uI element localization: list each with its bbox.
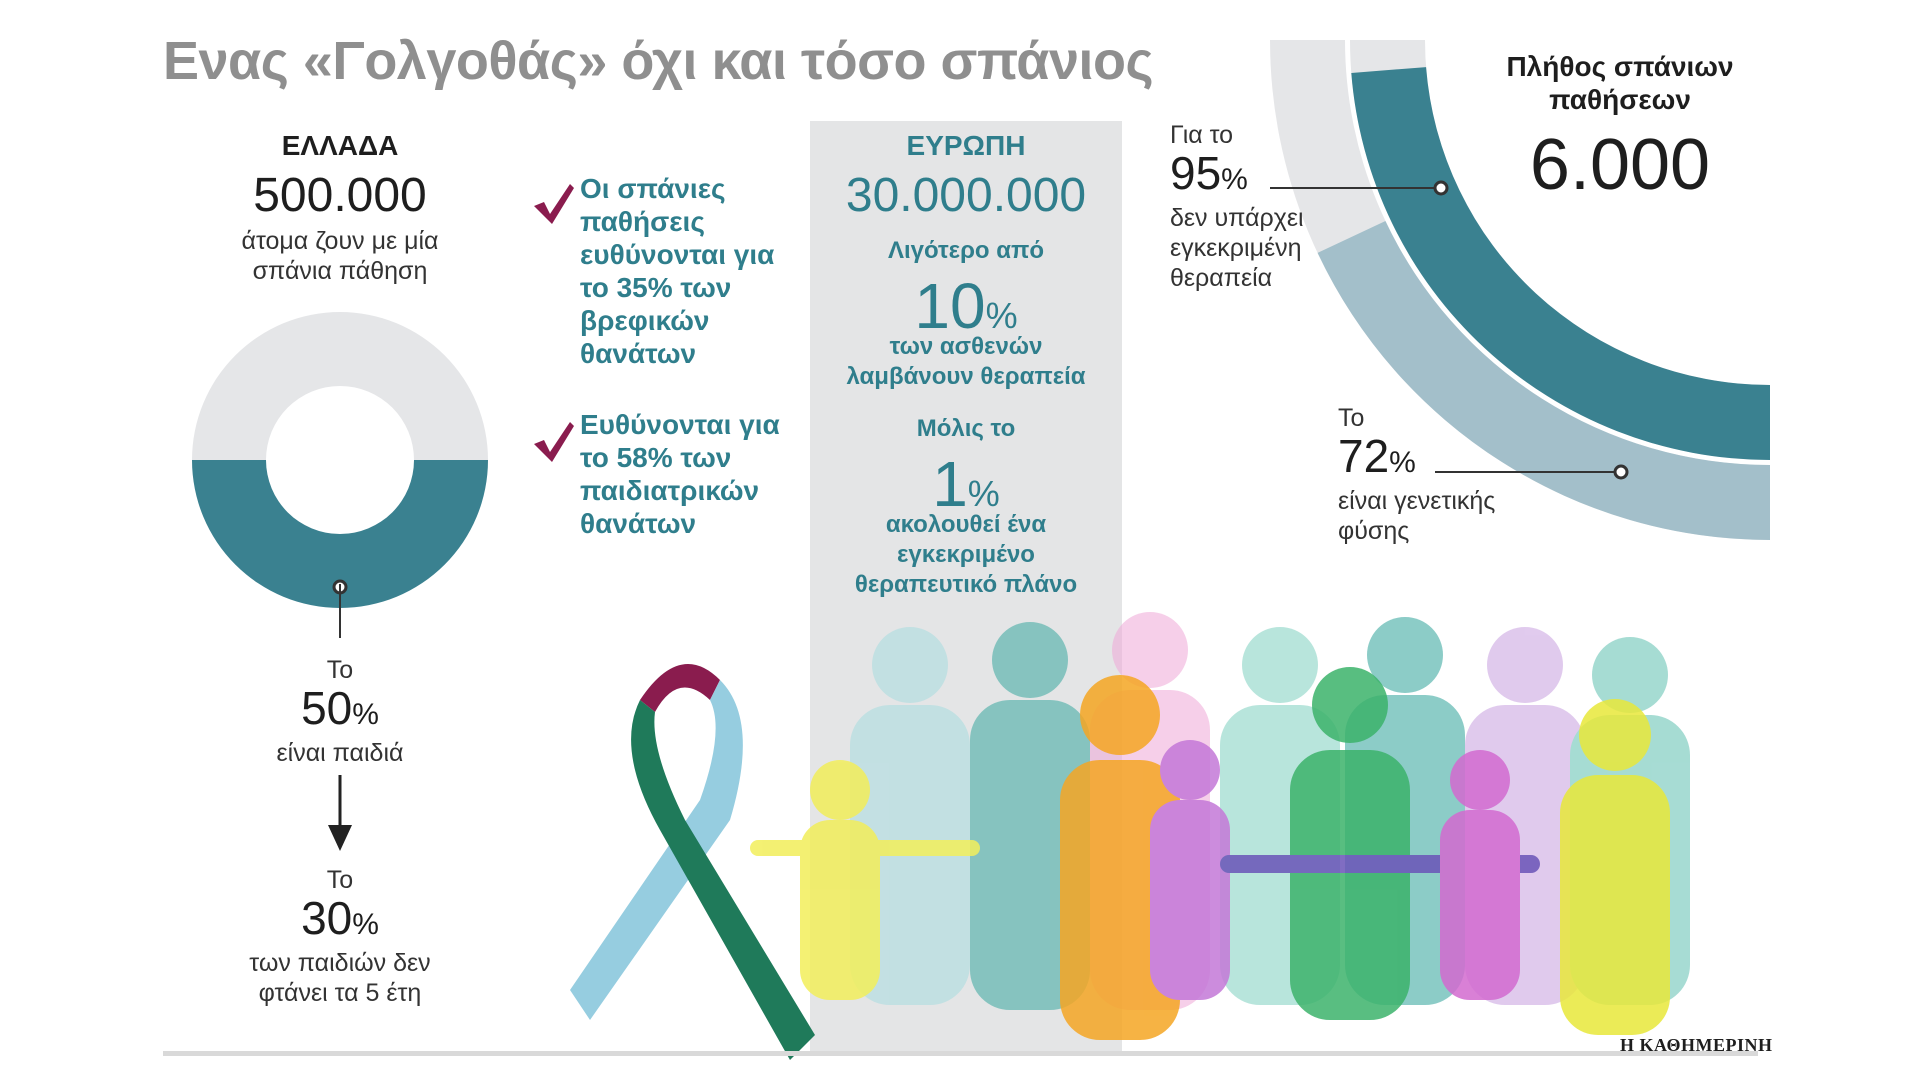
footer-divider — [163, 1051, 1758, 1056]
page-title: Ενας «Γολγοθάς» όχι και τόσο σπάνιος — [163, 31, 1154, 91]
publisher-credit: Η ΚΑΘΗΜΕΡΙΝΗ — [1620, 1035, 1773, 1055]
europe-plan-desc: ακολουθεί ένα εγκεκριμένο θεραπευτικό πλ… — [854, 511, 1078, 598]
no-therapy-pct-symbol: % — [1221, 163, 1248, 196]
children-pct-symbol: % — [352, 698, 379, 731]
europe-plan-pct-symbol: % — [967, 473, 1000, 514]
genetic-stat: Το 72% είναι γενετικής φύσης — [1338, 403, 1528, 546]
arc-genetic — [1317, 220, 1770, 541]
genetic-value: 72 — [1338, 430, 1390, 482]
europe-number: 30.000.000 — [845, 169, 1087, 222]
no-therapy-stat: Για το 95% δεν υπάρχει εγκεκριμένη θεραπ… — [1170, 120, 1330, 293]
no-therapy-leader — [1270, 180, 1449, 196]
people-figures-illustration — [750, 612, 1690, 1040]
europe-plan-stat: 1% — [810, 452, 1122, 526]
awareness-ribbon-icon — [570, 664, 815, 1060]
greece-number: 500.000 — [253, 169, 427, 222]
rare-title: Πλήθος σπάνιων παθήσεων — [1506, 51, 1734, 115]
no-therapy-prefix: Για το — [1170, 121, 1234, 149]
checkmark-icon — [534, 184, 574, 224]
europe-treated-stat: 10% — [810, 274, 1122, 348]
donut-slice-children — [192, 460, 488, 608]
greece-desc: άτομα ζουν με μία σπάνια πάθηση — [241, 227, 439, 285]
bullet-pediatric-deaths: Ευθύνονται για το 58% των παιδιατρικών θ… — [580, 409, 780, 539]
bullet-infant-deaths: Οι σπάνιες παθήσεις ευθύνονται για το 35… — [580, 173, 775, 369]
genetic-desc: είναι γενετικής φύσης — [1338, 487, 1496, 545]
europe-less-than: Λιγότερο από — [887, 237, 1045, 264]
children-stat: Το 50% είναι παιδιά — [240, 655, 440, 768]
under5-pct-symbol: % — [352, 908, 379, 941]
donut-slice-rest — [192, 312, 488, 460]
children-suffix: είναι παιδιά — [276, 739, 404, 767]
rare-number: 6.000 — [1529, 125, 1711, 205]
children-prefix: Το — [326, 656, 354, 684]
genetic-pct-symbol: % — [1389, 446, 1416, 479]
europe-treated-value: 10 — [914, 270, 986, 342]
genetic-prefix: Το — [1338, 404, 1365, 432]
no-therapy-desc: δεν υπάρχει εγκεκριμένη θεραπεία — [1170, 204, 1304, 292]
arc-no-therapy — [1351, 67, 1770, 460]
europe-treated-desc: των ασθενών λαμβάνουν θεραπεία — [846, 333, 1086, 390]
europe-treated-pct-symbol: % — [985, 295, 1018, 336]
genetic-leader — [1435, 464, 1629, 480]
children-leader-line — [339, 584, 341, 638]
under5-prefix: Το — [326, 866, 354, 894]
under5-suffix: των παιδιών δεν φτάνει τα 5 έτη — [249, 949, 431, 1007]
children-value: 50 — [301, 682, 353, 734]
no-therapy-value: 95 — [1170, 147, 1222, 199]
under5-stat: Το 30% των παιδιών δεν φτάνει τα 5 έτη — [220, 865, 460, 1008]
europe-plan-value: 1 — [932, 448, 968, 520]
europe-only: Μόλις το — [916, 415, 1016, 442]
greece-donut-chart — [192, 312, 488, 608]
under5-value: 30 — [301, 892, 353, 944]
arrow-down-icon — [328, 775, 352, 851]
greece-label: ΕΛΛΑΔΑ — [281, 130, 399, 161]
europe-label: ΕΥΡΩΠΗ — [906, 130, 1026, 161]
checkmark-icon — [534, 422, 574, 462]
